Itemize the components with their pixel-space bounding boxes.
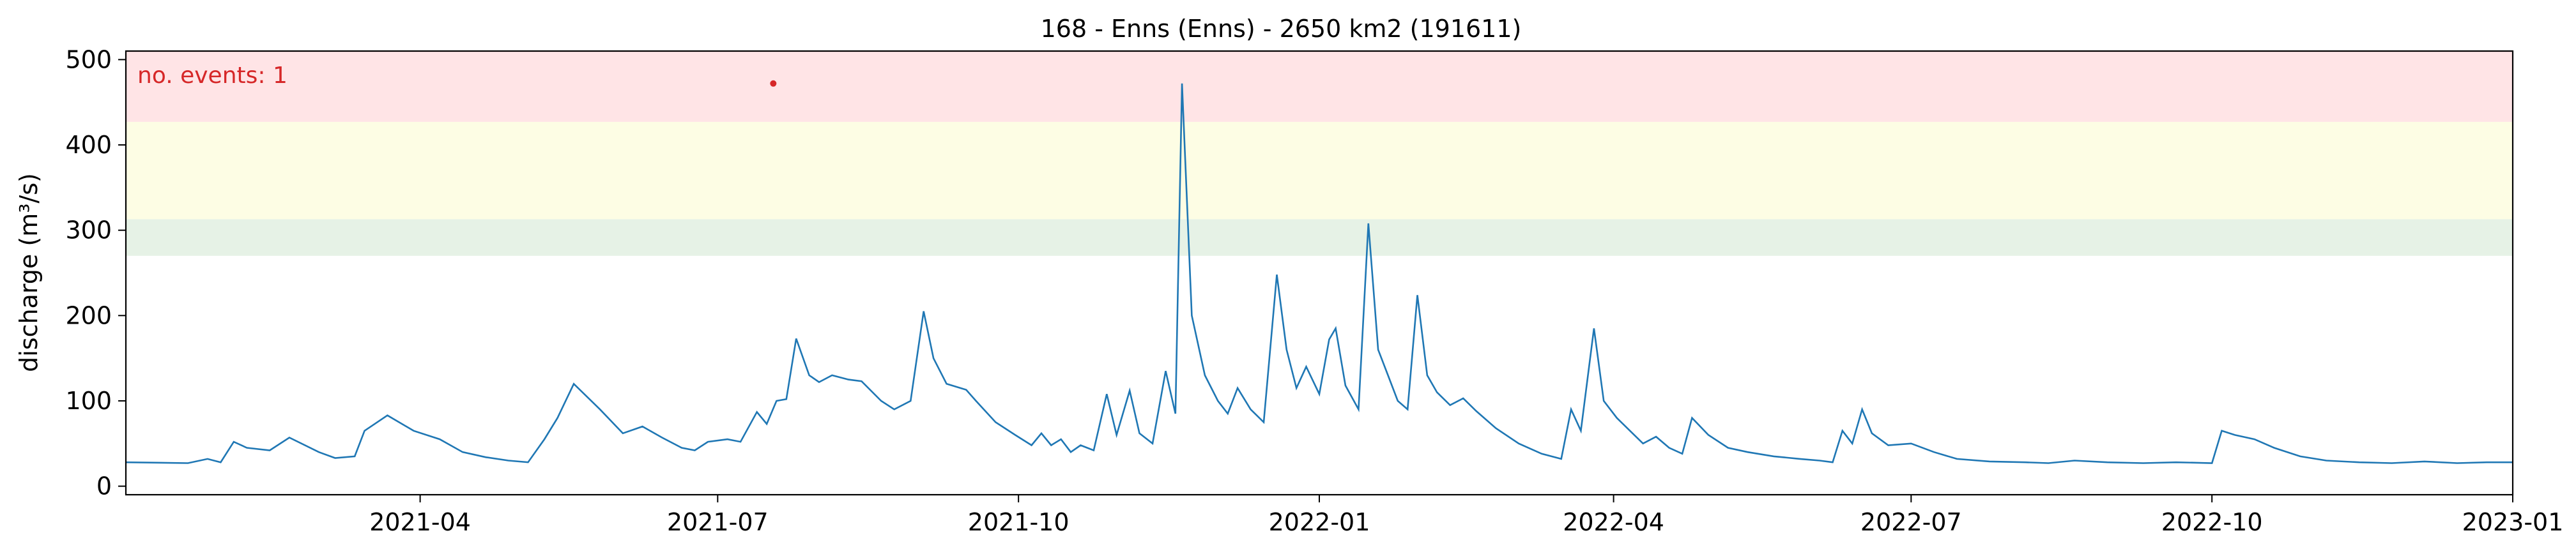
event-marker-1: [770, 80, 777, 87]
x-tick-label: 2022-10: [2161, 508, 2263, 536]
threshold-band-2: [126, 121, 2513, 220]
x-axis: 2021-04 2021-07 2021-10 2022-01 2022-04 2022-…: [369, 495, 2563, 536]
x-tick-label: 2021-04: [369, 508, 471, 536]
y-tick-label: 200: [65, 301, 112, 329]
threshold-bands: [126, 51, 2513, 256]
x-tick-label: 2023-01: [2462, 508, 2564, 536]
x-tick-label: 2021-07: [667, 508, 769, 536]
threshold-band-3: [126, 51, 2513, 122]
y-tick-label: 400: [65, 131, 112, 159]
y-tick-label: 500: [65, 45, 112, 73]
x-tick-label: 2021-10: [968, 508, 1070, 536]
chart-title: 168 - Enns (Enns) - 2650 km2 (191611): [1041, 15, 1522, 43]
y-axis: 0 100 200 300 400 500: [65, 45, 126, 500]
y-tick-label: 300: [65, 216, 112, 244]
y-tick-label: 100: [65, 387, 112, 415]
event-markers: [770, 80, 777, 87]
y-tick-label: 0: [96, 472, 112, 500]
y-axis-title: discharge (m³/s): [15, 173, 43, 372]
x-tick-label: 2022-07: [1860, 508, 1962, 536]
threshold-band-1: [126, 219, 2513, 256]
x-tick-label: 2022-04: [1563, 508, 1664, 536]
discharge-series-line: [125, 83, 2513, 464]
event-count-annotation: no. events: 1: [137, 63, 288, 89]
x-tick-label: 2022-01: [1269, 508, 1370, 536]
